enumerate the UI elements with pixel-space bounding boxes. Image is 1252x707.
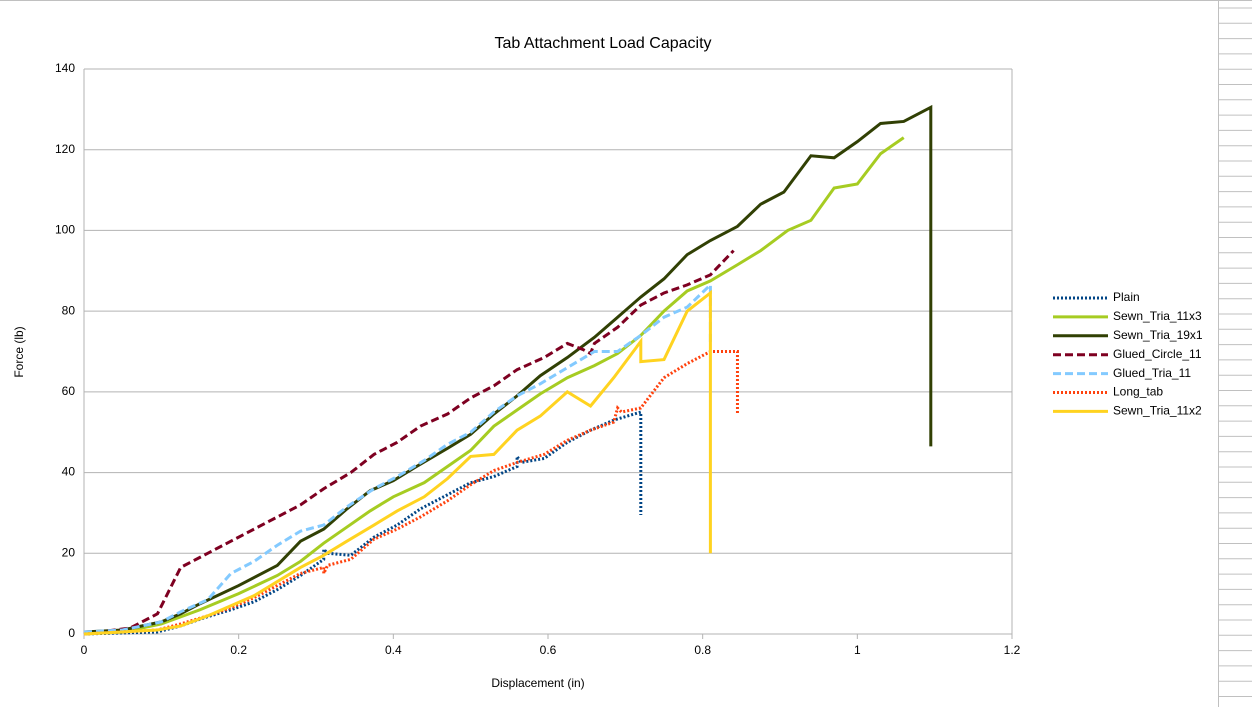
legend-label: Glued_Tria_11	[1113, 366, 1191, 380]
legend-label: Sewn_Tria_19x1	[1113, 328, 1203, 342]
y-tick-label: 60	[62, 384, 76, 398]
legend-label: Sewn_Tria_11x3	[1113, 309, 1202, 323]
x-tick-label: 0.4	[385, 643, 402, 657]
legend-label: Sewn_Tria_11x2	[1113, 404, 1202, 418]
sheet-cells	[1218, 0, 1252, 707]
y-tick-label: 20	[62, 545, 76, 559]
x-tick-label: 1.2	[1004, 643, 1021, 657]
y-tick-label: 0	[68, 626, 75, 640]
chart-title: Tab Attachment Load Capacity	[494, 35, 711, 52]
legend-label: Long_tab	[1113, 385, 1163, 399]
legend-label: Plain	[1113, 290, 1140, 304]
x-axis-label: Displacement (in)	[491, 676, 584, 690]
y-tick-label: 80	[62, 303, 76, 317]
x-tick-label: 0	[81, 643, 88, 657]
x-tick-label: 1	[854, 643, 861, 657]
x-tick-label: 0.2	[230, 643, 247, 657]
y-tick-label: 100	[55, 223, 75, 237]
y-tick-label: 120	[55, 142, 75, 156]
series-line	[83, 350, 739, 636]
series-line	[83, 136, 905, 636]
y-tick-label: 40	[62, 465, 76, 479]
series-line	[83, 289, 712, 636]
x-tick-label: 0.8	[694, 643, 711, 657]
series-line	[83, 249, 735, 636]
legend-label: Glued_Circle_11	[1113, 347, 1202, 361]
y-tick-label: 140	[55, 61, 75, 75]
y-axis-label: Force (lb)	[12, 326, 26, 377]
x-tick-label: 0.6	[540, 643, 557, 657]
series-line	[83, 104, 933, 634]
series-line	[83, 410, 643, 636]
series-line	[83, 281, 712, 634]
